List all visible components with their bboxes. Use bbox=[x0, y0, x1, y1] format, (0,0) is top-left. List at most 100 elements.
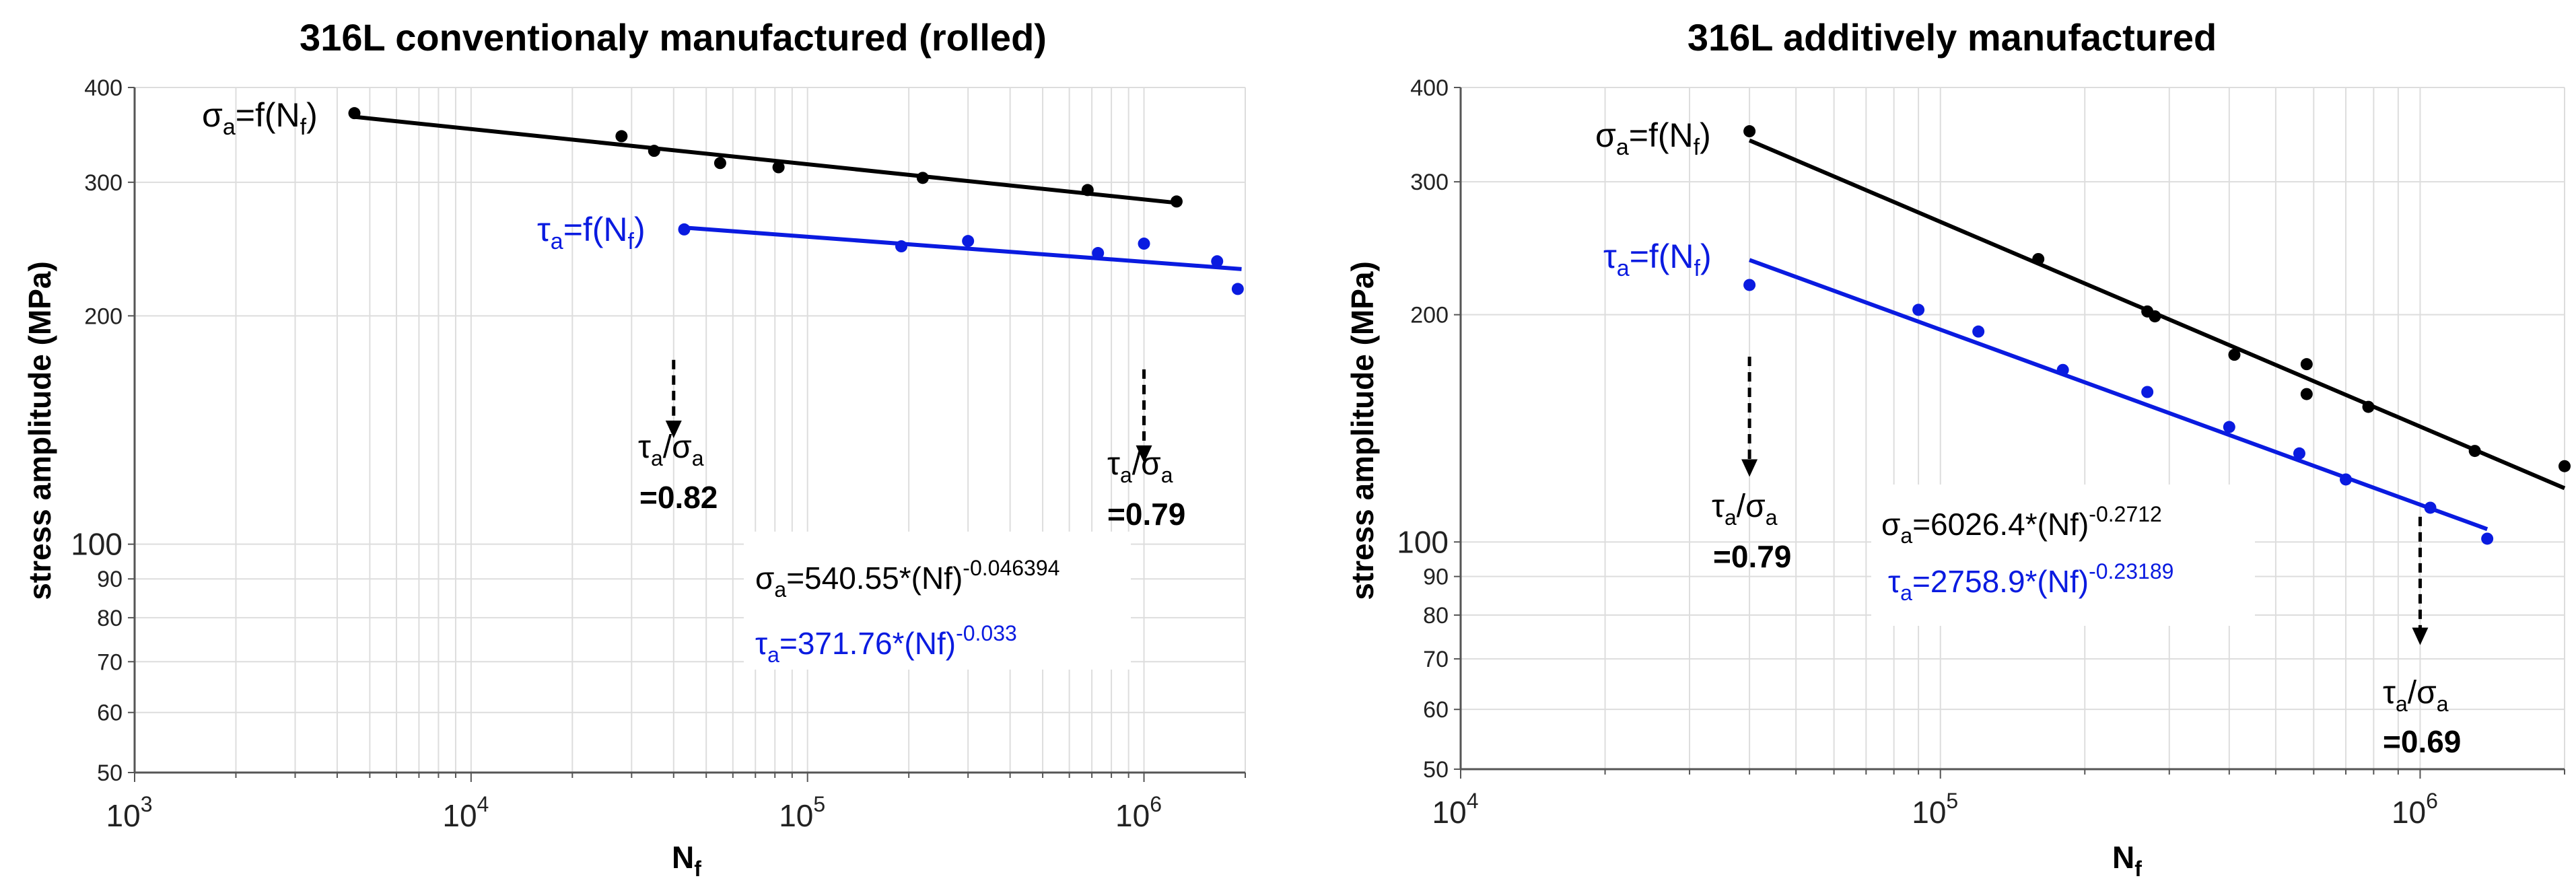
y-axis-title: stress amplitude (MPa) bbox=[1345, 261, 1380, 600]
tau-data-point bbox=[2293, 447, 2305, 460]
y-axis-title: stress amplitude (MPa) bbox=[22, 261, 57, 600]
y-tick-label: 300 bbox=[84, 170, 123, 196]
sigma-equation: σa=6026.4*(Nf)-0.2712 bbox=[1881, 502, 2162, 548]
ratio-value: =0.79 bbox=[1713, 539, 1791, 574]
x-tick-label: 106 bbox=[2392, 789, 2438, 830]
y-tick-label: 70 bbox=[97, 649, 123, 675]
sigma-data-point bbox=[615, 130, 628, 143]
tau-fit-line bbox=[684, 225, 1242, 271]
tau-data-point bbox=[1092, 247, 1105, 260]
sigma-series-label: σa=f(Nf) bbox=[1595, 116, 1711, 160]
tau-data-point bbox=[1231, 283, 1244, 295]
tau-data-point bbox=[678, 223, 691, 236]
y-tick-label: 400 bbox=[1410, 75, 1449, 101]
chart-title: 316L conventionaly manufactured (rolled) bbox=[300, 16, 1047, 59]
ratio-symbol: τa/σa bbox=[1712, 489, 1778, 530]
chart-rolled: 316L conventionaly manufactured (rolled)… bbox=[22, 16, 1246, 881]
y-tick-label: 80 bbox=[1423, 603, 1449, 629]
tau-series-label: τa=f(Nf) bbox=[1603, 238, 1712, 281]
ratio-label-2: τa/σa =0.69 bbox=[2383, 675, 2461, 759]
ratio-value: =0.82 bbox=[639, 480, 718, 515]
ratio-arrow-head bbox=[2412, 627, 2429, 645]
y-tick-labels: 50 60 70 80 90 100 200 300 400 bbox=[1397, 75, 1449, 783]
y-tick-label: 60 bbox=[97, 701, 123, 726]
x-axis-title: Nf bbox=[2112, 840, 2142, 881]
tau-data-point bbox=[2481, 532, 2494, 545]
x-tick-label: 104 bbox=[442, 792, 489, 833]
tau-data-point bbox=[1138, 238, 1150, 250]
tau-equation: τa=371.76*(Nf)-0.033 bbox=[755, 621, 1017, 667]
sigma-series-label: σa=f(Nf) bbox=[202, 96, 318, 140]
sigma-data-point bbox=[2300, 388, 2313, 400]
sigma-data-point bbox=[2228, 349, 2241, 361]
tau-data-point bbox=[2424, 501, 2437, 514]
sigma-data-point bbox=[1170, 195, 1183, 208]
x-tick-label: 106 bbox=[1115, 792, 1162, 833]
x-tick-label: 103 bbox=[106, 792, 153, 833]
fit-lines bbox=[1748, 138, 2566, 532]
data-points bbox=[1743, 125, 2571, 545]
grid bbox=[1460, 87, 2565, 770]
axes bbox=[128, 87, 1246, 782]
x-tick-labels: 104 105 106 bbox=[1432, 789, 2438, 830]
y-tick-label: 60 bbox=[1423, 697, 1449, 723]
y-tick-label: 70 bbox=[1423, 647, 1449, 672]
sigma-equation: σa=540.55*(Nf)-0.046394 bbox=[755, 556, 1059, 602]
tau-data-point bbox=[962, 235, 975, 248]
x-tick-labels: 103 104 105 106 bbox=[106, 792, 1162, 833]
sigma-data-point bbox=[2558, 460, 2571, 472]
ratio-arrow-head bbox=[665, 420, 682, 438]
y-tick-label: 100 bbox=[71, 527, 123, 562]
sigma-data-point bbox=[916, 172, 929, 184]
data-points bbox=[348, 107, 1244, 295]
ratio-label-2: τa/σa =0.79 bbox=[1107, 446, 1185, 532]
sigma-data-point bbox=[1743, 125, 1756, 138]
ratio-arrows bbox=[1741, 356, 2429, 645]
tau-equation: τa=2758.9*(Nf)-0.23189 bbox=[1888, 559, 2173, 605]
chart-additive: 316L additively manufactured 104 105 106 5… bbox=[1345, 16, 2571, 881]
tau-series-label: τa=f(Nf) bbox=[537, 211, 646, 254]
y-tick-label: 50 bbox=[1423, 757, 1449, 783]
y-tick-label: 80 bbox=[97, 606, 123, 631]
sigma-data-point bbox=[772, 161, 785, 174]
ratio-arrows bbox=[665, 359, 1152, 463]
axes bbox=[1454, 87, 2565, 779]
tau-data-point bbox=[2056, 363, 2069, 376]
y-tick-label: 90 bbox=[97, 567, 123, 592]
x-tick-label: 105 bbox=[779, 792, 825, 833]
sigma-fit-line bbox=[354, 114, 1177, 205]
y-tick-label: 90 bbox=[1423, 565, 1449, 590]
equation-box-bg bbox=[1871, 485, 2255, 626]
tau-data-point bbox=[1743, 279, 1756, 291]
tau-data-point bbox=[1972, 325, 1985, 338]
tau-data-point bbox=[1912, 303, 1925, 316]
tau-fit-line bbox=[1749, 258, 2488, 532]
sigma-data-point bbox=[2468, 445, 2481, 458]
sigma-data-point bbox=[648, 145, 660, 157]
tau-data-point bbox=[2340, 473, 2353, 486]
y-tick-label: 400 bbox=[84, 75, 123, 101]
x-tick-label: 104 bbox=[1432, 789, 1479, 830]
tau-data-point bbox=[2223, 421, 2235, 433]
x-tick-label: 105 bbox=[1912, 789, 1958, 830]
y-tick-label: 50 bbox=[97, 760, 123, 786]
sigma-data-point bbox=[713, 157, 726, 170]
tau-data-point bbox=[1211, 255, 1224, 268]
ratio-symbol: τa/σa bbox=[638, 429, 704, 470]
tau-data-point bbox=[895, 240, 908, 253]
x-axis-title: Nf bbox=[672, 840, 701, 881]
chart-title: 316L additively manufactured bbox=[1687, 16, 2217, 59]
y-tick-label: 300 bbox=[1410, 170, 1449, 195]
y-tick-label: 200 bbox=[84, 303, 123, 329]
ratio-symbol: τa/σa bbox=[1107, 446, 1173, 487]
fit-lines bbox=[354, 114, 1242, 271]
sigma-data-point bbox=[2149, 310, 2161, 323]
ratio-symbol: τa/σa bbox=[2383, 675, 2449, 716]
sigma-data-point bbox=[2362, 400, 2375, 413]
equation-box: σa=540.55*(Nf)-0.046394 τa=371.76*(Nf)-0… bbox=[744, 532, 1131, 670]
tau-data-point bbox=[2141, 386, 2154, 398]
ratio-arrow-head bbox=[1741, 459, 1758, 477]
sigma-data-point bbox=[348, 107, 361, 120]
ratio-value: =0.69 bbox=[2383, 724, 2461, 759]
